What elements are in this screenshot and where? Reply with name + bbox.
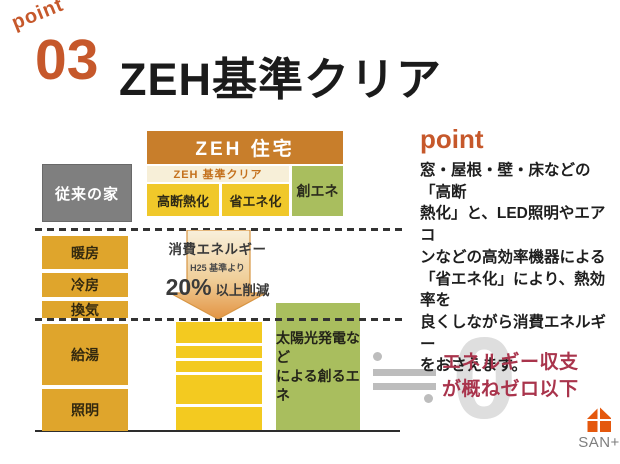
- reduced-stack-segment: [176, 322, 262, 343]
- h25-standard-label: H25 基準より: [190, 263, 245, 273]
- left-stack-lighting: 照明: [42, 389, 128, 431]
- approx-equal-icon: [373, 352, 382, 361]
- left-stack-cooling: 冷房: [42, 273, 128, 297]
- conventional-house-box: 従来の家: [42, 164, 132, 222]
- reduction-arrow-text: 消費エネルギー H25 基準より 20% 以上削減: [152, 238, 283, 301]
- point-section-body: 窓・屋根・壁・床などの「高断 熱化」と、LED照明やエアコ ンなどの高効率機器に…: [420, 162, 607, 375]
- zero-watermark: 0: [452, 313, 517, 443]
- left-stack-ventilation: 換気: [42, 301, 128, 318]
- lower-dashed-line: [35, 318, 405, 321]
- san-plus-logo-text: SAN+: [578, 434, 620, 451]
- energy-balance-text: エネルギー収支 が概ねゼロ以下: [442, 352, 579, 400]
- left-stack-hot-water: 給湯: [42, 324, 128, 385]
- approx-equal-icon: [424, 394, 433, 403]
- zeh-house-header: ZEH 住宅: [147, 131, 343, 164]
- point-number: 03: [35, 28, 99, 92]
- reduction-arrow-icon: [170, 230, 266, 319]
- percent-value: 20%: [165, 274, 212, 300]
- reduced-stack-segment: [176, 346, 262, 358]
- reduction-suffix: 以上削減: [211, 283, 270, 298]
- energy-creation-box: 創エネ: [292, 166, 343, 216]
- approx-equal-icon: [373, 369, 436, 376]
- left-stack-heating: 暖房: [42, 236, 128, 269]
- reduction-amount-label: 20% 以上削減: [152, 274, 283, 301]
- zeh-standard-clear-box: ZEH 基準クリア: [147, 166, 289, 182]
- consumption-energy-label: 消費エネルギー: [168, 242, 267, 257]
- point-section-heading: point: [420, 124, 484, 154]
- approx-equal-icon: [373, 383, 436, 390]
- san-plus-house-icon: [587, 407, 611, 432]
- high-insulation-box: 高断熱化: [147, 184, 219, 216]
- reduced-stack-segment: [176, 407, 262, 430]
- reduced-stack-segment: [176, 361, 262, 372]
- baseline: [35, 430, 400, 432]
- energy-saving-box: 省エネ化: [222, 184, 289, 216]
- reduced-stack-segment: [176, 375, 262, 404]
- page-title: ZEH基準クリア: [119, 54, 443, 105]
- solar-energy-box: 太陽光発電など による創るエネ: [276, 303, 360, 430]
